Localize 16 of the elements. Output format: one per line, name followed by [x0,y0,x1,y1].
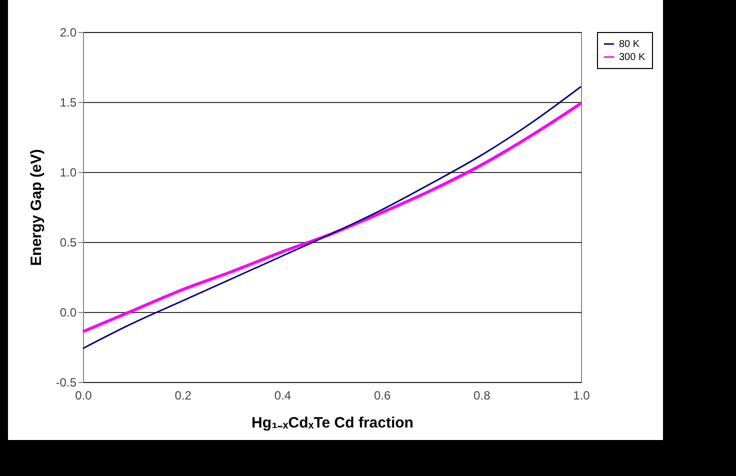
y-tick-label: 1.0 [60,166,77,180]
x-tick-label: 0.4 [274,388,292,402]
y-tick-label: 2.0 [60,26,77,40]
legend-label: 300 K [619,52,646,63]
x-tick-label: 1.0 [573,388,590,402]
y-tick-label: 0.0 [60,306,77,320]
y-tick-label: 0.5 [60,236,77,250]
x-tick-label: 0.8 [474,388,491,402]
y-axis-title: Energy Gap (eV) [28,149,45,266]
y-tick-label: 1.5 [60,96,77,110]
legend-label: 80 K [619,39,640,50]
x-tick-label: 0.2 [174,388,192,402]
y-tick-label: -0.5 [56,376,77,390]
x-tick-label: 0.0 [75,388,92,402]
x-axis-title: Hg₁₋ₓCdₓTe Cd fraction [252,414,414,432]
x-tick-label: 0.6 [374,388,391,402]
